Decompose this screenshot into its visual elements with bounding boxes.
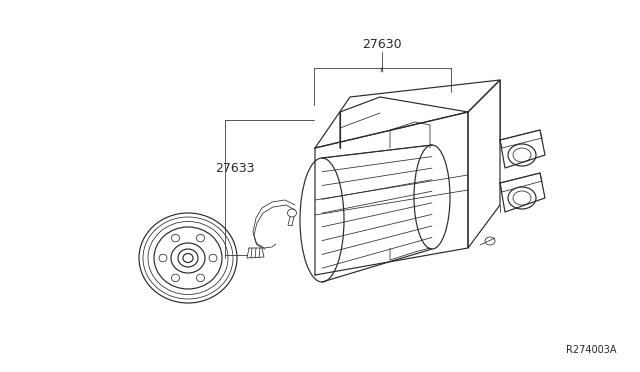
Text: 27630: 27630 xyxy=(362,38,402,51)
Text: 27633: 27633 xyxy=(215,161,255,174)
Text: R274003A: R274003A xyxy=(566,345,617,355)
